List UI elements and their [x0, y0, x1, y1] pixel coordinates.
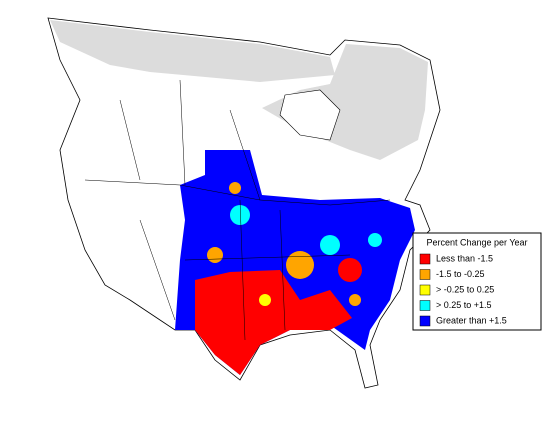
- border: [184, 254, 351, 261]
- legend-swatch: [419, 315, 431, 327]
- legend-swatch: [419, 269, 431, 280]
- patch: [368, 233, 382, 247]
- legend-swatch: [419, 284, 431, 296]
- no-data-north: [50, 20, 335, 82]
- legend-label: -1.5 to -0.25: [436, 269, 485, 279]
- legend-swatch: [419, 300, 431, 311]
- legend-box: [412, 232, 542, 331]
- border: [179, 79, 186, 186]
- borders: [84, 79, 391, 341]
- survey-area: [175, 150, 415, 375]
- hudson-bay: [279, 89, 341, 141]
- legend-label: Less than -1.5: [436, 253, 493, 263]
- legend-label: > -0.25 to 0.25: [436, 284, 494, 294]
- border: [239, 199, 246, 341]
- legend: Percent Change per Year Less than -1.5 -1…: [412, 232, 542, 331]
- patch: [229, 182, 241, 194]
- legend-swatch: [419, 253, 431, 265]
- patch: [207, 247, 223, 263]
- patch: [259, 294, 271, 306]
- border: [139, 219, 176, 321]
- legend-title: Percent Change per Year: [426, 237, 527, 247]
- patch: [230, 205, 250, 225]
- region-decline: [195, 270, 352, 375]
- border: [279, 209, 286, 331]
- border: [119, 99, 141, 181]
- patch: [286, 251, 314, 279]
- patch: [349, 294, 361, 306]
- patch: [320, 235, 340, 255]
- border: [229, 109, 261, 201]
- patch: [338, 258, 362, 282]
- legend-label: > 0.25 to +1.5: [436, 300, 492, 310]
- legend-label: Greater than +1.5: [436, 315, 507, 325]
